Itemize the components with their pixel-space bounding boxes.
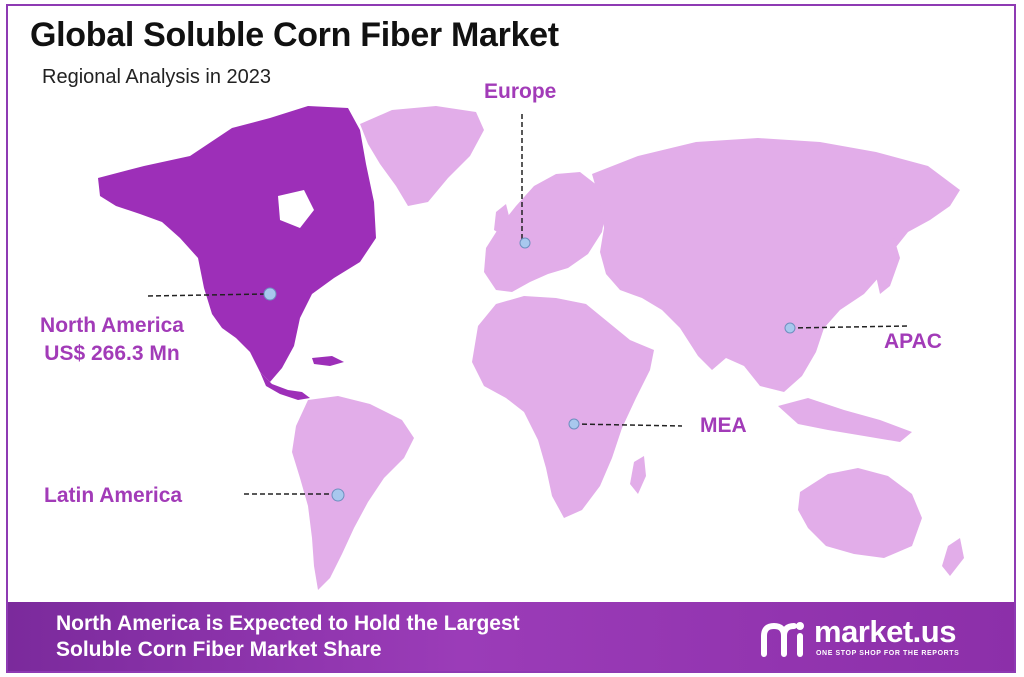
southeast-asia-islands-shape xyxy=(778,398,912,442)
north-america-marker xyxy=(263,287,277,301)
greenland-shape xyxy=(360,106,484,206)
footer-line-1: North America is Expected to Hold the La… xyxy=(56,612,520,635)
market-us-logo: market.us ONE STOP SHOP FOR THE REPORTS xyxy=(760,614,1000,662)
page-title: Global Soluble Corn Fiber Market xyxy=(30,16,559,54)
africa-shape xyxy=(472,296,654,518)
infographic-frame: Global Soluble Corn Fiber Market Regiona… xyxy=(6,4,1016,673)
madagascar-shape xyxy=(630,456,646,494)
new-zealand-shape xyxy=(942,538,964,576)
region-label-latin-america: Latin America xyxy=(44,484,183,507)
caribbean-shape xyxy=(312,356,344,366)
north-america-value: US$ 266.3 Mn xyxy=(44,342,180,365)
north-america-shape xyxy=(98,106,376,382)
europe-marker xyxy=(519,237,531,249)
region-label-europe: Europe xyxy=(484,80,557,103)
region-label-north-america: North America US$ 266.3 Mn xyxy=(22,312,202,368)
north-america-name: North America xyxy=(40,314,184,337)
europe-shape xyxy=(484,172,606,292)
brand-name: market.us xyxy=(814,614,956,649)
world-map xyxy=(98,106,964,590)
australia-shape xyxy=(798,468,922,558)
region-label-apac: APAC xyxy=(884,330,942,353)
mea-leader-line xyxy=(573,423,683,427)
uk-shape xyxy=(494,204,510,236)
apac-marker xyxy=(784,322,796,334)
brand-tagline: ONE STOP SHOP FOR THE REPORTS xyxy=(816,650,960,657)
market-us-logo-icon xyxy=(761,622,804,657)
footer-line-2: Soluble Corn Fiber Market Share xyxy=(56,638,382,661)
south-america-shape xyxy=(292,396,414,590)
mea-marker xyxy=(568,418,580,430)
footer-message: North America is Expected to Hold the La… xyxy=(56,611,520,663)
north-america-leader-line xyxy=(147,293,267,297)
central-america-shape xyxy=(260,372,310,400)
japan-shape xyxy=(876,238,900,294)
region-label-mea: MEA xyxy=(700,414,747,437)
footer-banner: North America is Expected to Hold the La… xyxy=(8,602,1014,671)
latin-america-marker xyxy=(331,488,345,502)
hudson-bay-shape xyxy=(278,190,314,228)
page-subtitle: Regional Analysis in 2023 xyxy=(42,66,272,88)
apac-leader-line xyxy=(789,325,909,329)
asia-shape xyxy=(592,138,960,392)
